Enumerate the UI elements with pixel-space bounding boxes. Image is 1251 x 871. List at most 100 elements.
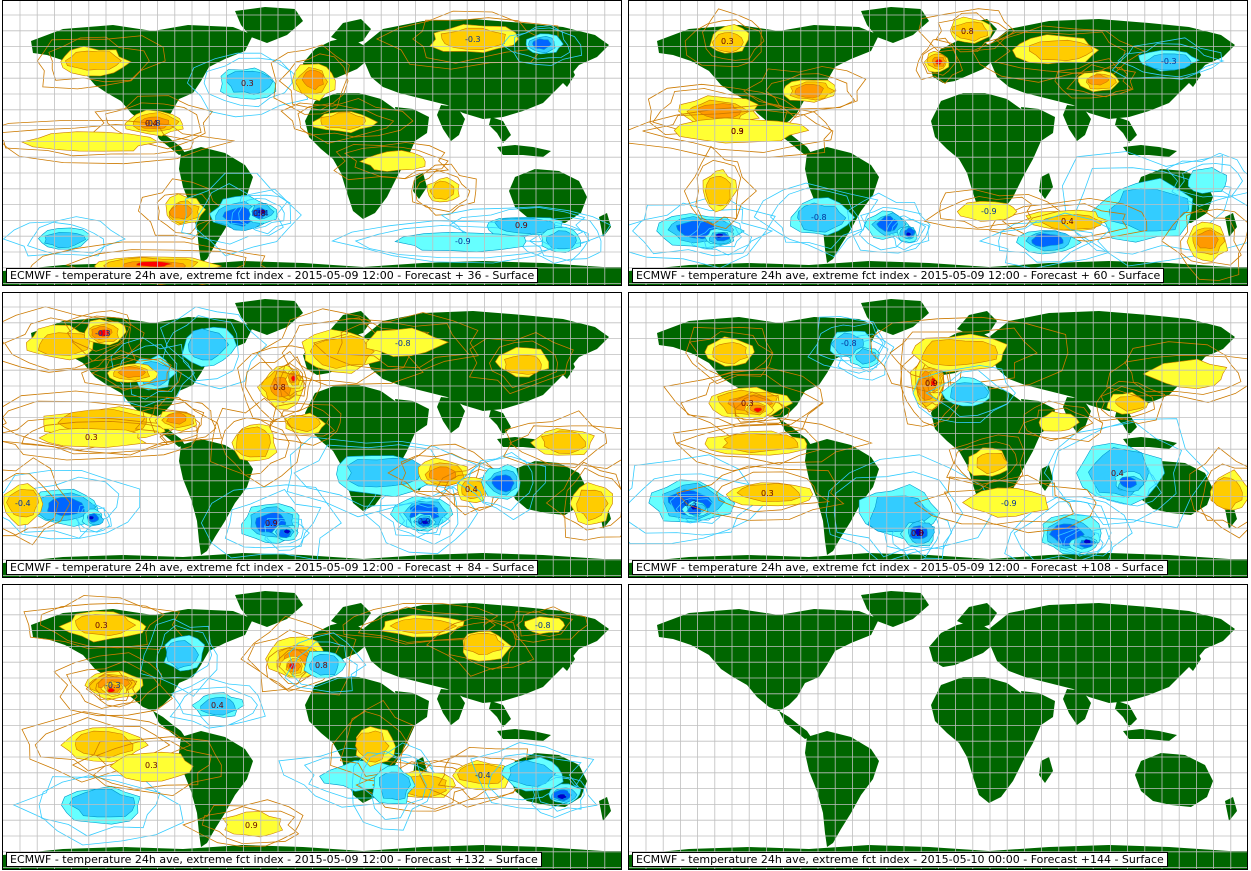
contour-label: 0.8 [315,661,328,670]
cold-contour-line [470,742,595,810]
warm-anomaly-level-3 [117,366,146,379]
warm-contour-line [48,36,150,83]
warm-anomaly-level-1 [359,150,426,172]
warm-anomaly-level-1 [222,811,284,838]
cold-contour-line [978,212,1112,269]
warm-anomaly-level-2 [75,730,134,759]
land-indonesia [1123,729,1177,741]
warm-contour-line [280,98,414,144]
cold-anomaly-level-4 [420,519,430,525]
contour-labels: -0.8 0.8 0.3 -0.3 0.9 -0.9 0.4 -0.4 [145,35,528,246]
cold-anomaly-level-2 [187,328,229,361]
land-indonesia [1123,145,1177,157]
land-arabia [395,691,429,725]
contour-label: 0.9 [925,379,938,388]
lat-lon-grid [3,1,621,285]
warm-contour-line [1180,208,1242,266]
map-panel-fc132: -0.3 0.4 0.8 -0.8 0.3 -0.4 0.9 0.3 ECMWF - temp… [2,584,622,870]
warm-contour-line [685,326,774,385]
cold-contour-line [501,25,583,66]
warm-contour-line [23,595,186,650]
cold-contour-line [354,225,558,259]
cold-contour-line [1111,37,1223,80]
warm-anomaly-level-2 [705,175,731,207]
land-southeast-asia [489,701,511,727]
cold-contour-line [925,369,1010,417]
land-indonesia [497,729,551,741]
efi-anomaly-fields [629,316,1247,574]
cold-anomaly-level-2 [950,382,990,404]
land-scandinavia [331,311,371,337]
cold-contour-line [292,641,358,688]
warm-contour-line [148,401,205,436]
contour-label: -0.3 [95,329,111,338]
warm-contour-line [921,46,958,76]
cold-anomaly-level-3 [47,496,85,516]
map-panel-fc60: 0.9 -0.8 0.3 0.8 -0.3 0.4 -0.9 0.3 ECMWF - temp… [628,0,1248,286]
warm-contour-line [426,617,535,677]
cold-anomaly-level-4 [87,515,95,521]
land-australia [509,169,587,223]
map-caption: ECMWF - temperature 24h ave, extreme fct… [6,852,542,867]
land-greenland [861,7,929,43]
contour-label: -0.4 [253,209,269,218]
land-indonesia [1123,437,1177,449]
contour-label: -0.8 [395,339,411,348]
warm-contour-line [342,603,499,645]
cold-anomaly-level-4 [556,793,568,800]
cold-contour-line [1166,152,1247,207]
cold-contour-line [165,315,239,382]
cold-anomaly-level-4 [257,208,266,215]
contour-label: -0.9 [455,237,471,246]
warm-contour-line [489,340,559,389]
warm-anomaly-level-4 [753,407,763,413]
efi-map [629,585,1247,869]
contour-label: 0.8 [911,529,924,538]
warm-contour-line [419,746,545,808]
cold-contour-line [38,775,161,837]
cold-contour-line [139,618,218,697]
contour-label: -0.8 [535,621,551,630]
warm-contour-line [66,315,132,352]
warm-contour-line [312,312,479,372]
warm-anomaly-level-1 [524,616,566,635]
cold-anomaly-level-2 [494,217,556,235]
warm-contour-line [672,418,873,472]
contour-label: -0.8 [841,339,857,348]
warm-contour-line [509,425,608,468]
land-greenland [861,299,929,335]
warm-anomaly-level-3 [166,412,187,425]
cold-contour-line [998,220,1095,263]
warm-contour-line [279,363,307,397]
warm-contour-line [71,736,222,797]
warm-contour-line [923,189,1061,231]
warm-contour-line [3,306,136,373]
warm-contour-line [563,467,621,531]
cold-anomaly-level-4 [283,528,291,535]
lat-lon-grid [629,1,1247,285]
efi-map: -0.8 0.8 0.3 -0.3 0.9 -0.9 0.4 -0.4 [3,1,621,285]
lat-lon-grid [3,293,621,577]
warm-contour-line [545,461,621,541]
warm-contour-line [676,465,845,521]
cold-contour-line [224,489,322,549]
warm-contour-line [1001,203,1128,239]
cold-contour-line [1176,163,1243,198]
cold-contour-line [3,470,141,540]
cold-contour-line [753,182,879,258]
land-australia [509,461,587,515]
cold-contour-line [467,455,534,511]
contour-label: -0.4 [15,499,31,508]
warm-anomaly-level-1 [956,200,1018,222]
contour-labels: -0.8 0.9 0.3 -0.3 0.8 0.4 -0.9 0.3 [681,339,1124,538]
warm-contour-line [220,417,290,476]
land-india [437,105,465,141]
warm-contour-line [684,8,762,68]
land-madagascar [1039,757,1053,783]
warm-contour-line [265,647,323,690]
contour-label: 0.4 [1061,217,1074,226]
cold-contour-line [284,632,367,693]
land-india [437,689,465,725]
cold-contour-line [885,215,930,251]
cold-contour-line [825,454,994,564]
